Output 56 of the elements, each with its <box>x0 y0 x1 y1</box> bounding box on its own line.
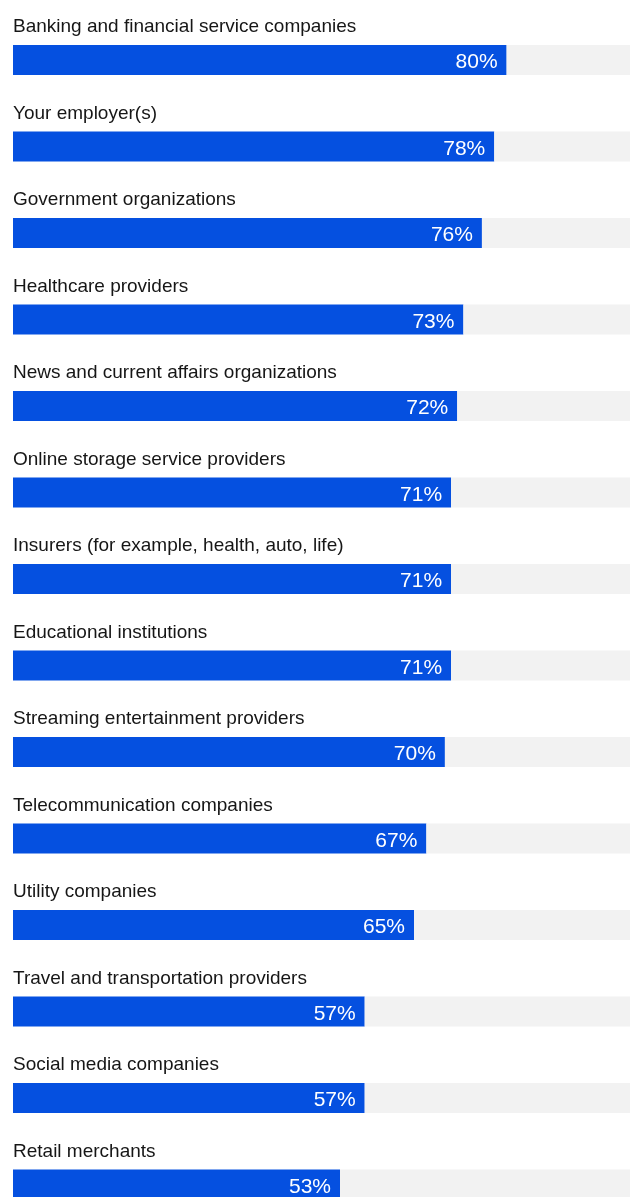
bar <box>364 1083 630 1113</box>
y-tick-label: News and current affairs organizations <box>13 361 337 382</box>
bar <box>13 218 482 248</box>
bar <box>13 45 507 75</box>
y-tick-label: Government organizations <box>13 188 236 209</box>
data-label: 80% <box>455 49 498 72</box>
y-tick-label: Telecommunication companies <box>13 793 273 815</box>
bar <box>340 1169 630 1197</box>
bar <box>451 564 630 594</box>
bar <box>13 823 427 854</box>
data-label: 71% <box>400 568 443 591</box>
bar <box>414 910 630 940</box>
bar <box>13 477 452 508</box>
bar <box>13 131 495 162</box>
bar <box>444 737 630 767</box>
bar <box>13 910 415 940</box>
bar <box>364 996 630 1027</box>
bar <box>463 304 630 335</box>
y-tick-label: Retail merchants <box>13 1139 156 1161</box>
bar <box>13 650 452 681</box>
y-tick-label: Insurers (for example, health, auto, life) <box>13 534 344 555</box>
bar <box>13 304 464 335</box>
bar <box>494 131 630 162</box>
bar <box>13 1169 341 1197</box>
y-tick-label: Educational institutions <box>13 620 208 642</box>
data-label: 71% <box>400 654 443 678</box>
data-label: 57% <box>313 1087 356 1110</box>
y-tick-label: Your employer(s) <box>13 101 157 123</box>
bar <box>506 45 630 75</box>
y-tick-label: Banking and financial service companies <box>13 15 357 36</box>
data-label: 73% <box>412 308 455 332</box>
y-tick-label: Streaming entertainment providers <box>13 707 305 728</box>
bar <box>457 391 630 421</box>
bar <box>451 477 630 508</box>
data-label: 78% <box>443 135 486 159</box>
bar <box>13 996 365 1027</box>
y-tick-label: Travel and transportation providers <box>13 966 307 988</box>
data-label: 53% <box>288 1173 332 1197</box>
data-label: 57% <box>313 1000 356 1024</box>
y-tick-label: Utility companies <box>13 880 157 901</box>
data-label: 71% <box>400 481 443 505</box>
data-label: 76% <box>430 222 473 245</box>
bar <box>13 737 445 767</box>
y-tick-label: Healthcare providers <box>13 274 189 296</box>
bar <box>13 564 452 594</box>
bar <box>13 391 458 421</box>
data-label: 67% <box>375 827 418 851</box>
bar <box>451 650 630 681</box>
y-tick-label: Social media companies <box>13 1053 219 1074</box>
bar <box>13 1083 365 1113</box>
y-tick-label: Online storage service providers <box>13 447 286 469</box>
data-label: 72% <box>406 395 449 418</box>
bar <box>426 823 630 854</box>
data-label: 65% <box>363 914 406 937</box>
data-label: 70% <box>393 741 436 764</box>
bar <box>481 218 630 248</box>
